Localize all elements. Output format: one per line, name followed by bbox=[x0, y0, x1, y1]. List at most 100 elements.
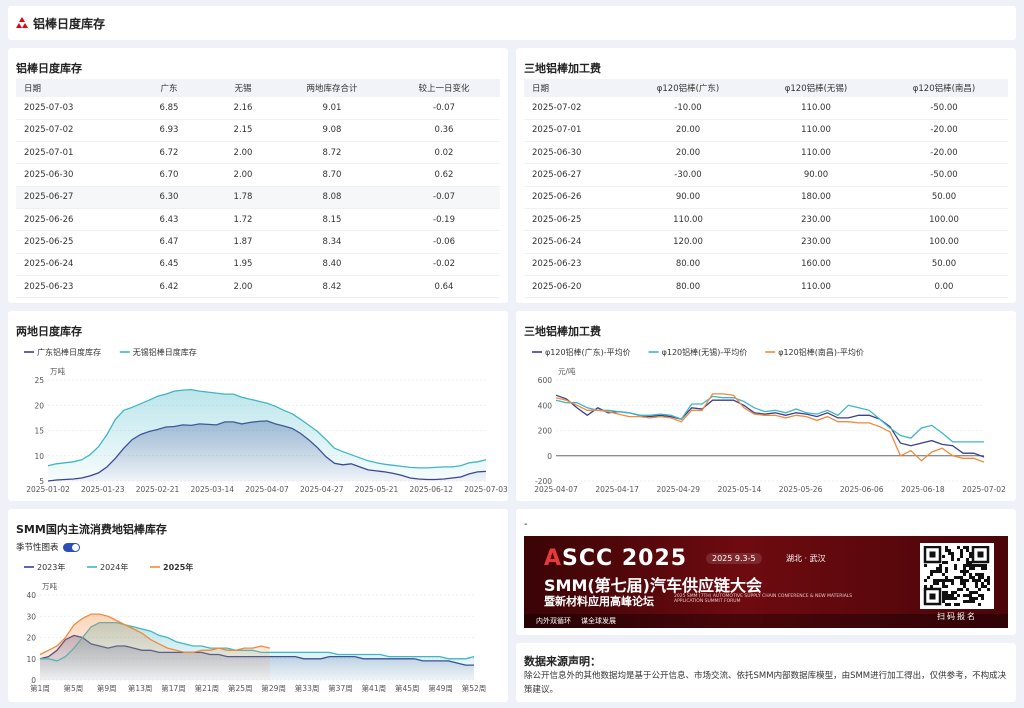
x-tick-label: 2025-01-23 bbox=[81, 485, 125, 494]
table-cell: -50.00 bbox=[880, 97, 1008, 120]
legend-item: φ120铝棒(广东)-平均价 bbox=[545, 347, 631, 357]
seasonal-chart-card: SMM国内主流消费地铝棒库存 季节性图表 2023年 2024年 2025年 万吨 0 1… bbox=[8, 509, 508, 702]
legend-item: 2024年 bbox=[100, 562, 128, 572]
x-tick-label: 2025-07-03 bbox=[464, 485, 508, 494]
table-cell: -0.02 bbox=[388, 253, 500, 276]
conference-banner[interactable]: ASCC 2025 2025 9.3-5 湖北 · 武汉 SMM(第七届)汽车供… bbox=[524, 536, 1008, 628]
column-header: 广东 bbox=[128, 79, 210, 97]
x-tick-label: 2025-02-21 bbox=[136, 485, 180, 494]
inventory-table: 日期 广东 无锡 两地库存合计 较上一日变化 2025-07-03 6.85 2.16 9.0… bbox=[16, 79, 500, 299]
table-cell: 2025-06-30 bbox=[16, 163, 128, 187]
table-cell: 90.00 bbox=[752, 163, 880, 187]
table-cell: 2025-06-20 bbox=[524, 275, 624, 299]
table-row: 2025-07-01 6.72 2.00 8.72 0.02 bbox=[16, 141, 500, 165]
table-cell: 110.00 bbox=[624, 208, 752, 232]
y-tick-label: 0 bbox=[547, 452, 552, 461]
inventory-chart-title: 两地日度库存 bbox=[16, 325, 82, 338]
table-row: 2025-07-01 20.00 110.00 -20.00 bbox=[524, 119, 1008, 143]
series-line bbox=[555, 395, 984, 443]
x-tick-label: 2025-04-17 bbox=[595, 485, 639, 494]
column-header: 日期 bbox=[524, 79, 624, 97]
x-tick-label: 2025-05-21 bbox=[355, 485, 399, 494]
table-cell: -10.00 bbox=[624, 97, 752, 120]
x-tick-label: 第45周 bbox=[395, 683, 420, 693]
y-tick-label: -200 bbox=[535, 477, 552, 486]
seasonal-toggle-switch[interactable] bbox=[62, 542, 80, 552]
banner-subtitle: 暨新材料应用高峰论坛 bbox=[544, 595, 654, 608]
table-cell: 2.15 bbox=[210, 119, 276, 143]
x-tick-label: 第52周 bbox=[462, 683, 487, 693]
fee-table: 日期 φ120铝棒(广东) φ120铝棒(无锡) φ120铝棒(南昌) 2025-07… bbox=[524, 79, 1008, 299]
seasonal-chart-title: SMM国内主流消费地铝棒库存 bbox=[16, 523, 167, 536]
disclaimer-card: 数据来源声明： 除公开信息外的其他数据均是基于公开信息、市场交流、依托SMM内部… bbox=[516, 643, 1016, 702]
table-row: 2025-06-26 90.00 180.00 50.00 bbox=[524, 186, 1008, 209]
table-row: 2025-06-27 -30.00 90.00 -50.00 bbox=[524, 163, 1008, 187]
seasonal-area-chart: 2023年 2024年 2025年万吨010203040第1周 第5周 第9周 第13周第… bbox=[24, 562, 487, 693]
table-row: 2025-07-02 -10.00 110.00 -50.00 bbox=[524, 97, 1008, 120]
y-tick-label: 20 bbox=[34, 401, 44, 410]
inventory-table-title: 铝棒日度库存 bbox=[16, 62, 82, 75]
x-tick-label: 2025-06-12 bbox=[409, 485, 453, 494]
table-cell: 110.00 bbox=[752, 119, 880, 143]
series-area bbox=[40, 614, 270, 680]
legend-item: φ120铝棒(南昌)-平均价 bbox=[778, 347, 864, 357]
table-cell: 2025-07-02 bbox=[524, 97, 624, 120]
qr-code-icon[interactable] bbox=[920, 543, 994, 609]
table-cell: 8.15 bbox=[276, 208, 388, 232]
x-tick-label: 2025-06-18 bbox=[901, 485, 945, 494]
series-line bbox=[555, 393, 985, 463]
y-tick-label: 10 bbox=[26, 655, 36, 664]
y-axis-unit: 万吨 bbox=[42, 581, 57, 591]
x-tick-label: 2025-04-29 bbox=[656, 485, 700, 494]
table-cell: 2025-07-02 bbox=[16, 119, 128, 143]
table-cell: 1.95 bbox=[210, 253, 276, 276]
table-cell: 8.42 bbox=[276, 275, 388, 299]
table-cell: 50.00 bbox=[880, 253, 1008, 276]
fee-line-chart: φ120铝棒(广东)-平均价 φ120铝棒(无锡)-平均价 φ120铝棒(南昌)-平… bbox=[532, 347, 1006, 494]
table-row: 2025-06-23 6.42 2.00 8.42 0.64 bbox=[16, 275, 500, 299]
disclaimer-title: 数据来源声明： bbox=[524, 655, 601, 668]
table-cell: 80.00 bbox=[624, 253, 752, 276]
table-cell: 1.78 bbox=[210, 186, 276, 209]
x-tick-label: 2025-03-14 bbox=[190, 485, 234, 494]
x-tick-label: 第33周 bbox=[295, 683, 320, 693]
table-cell: 1.72 bbox=[210, 208, 276, 232]
x-tick-label: 2025-04-07 bbox=[245, 485, 289, 494]
table-row: 2025-07-03 6.85 2.16 9.01 -0.07 bbox=[16, 97, 500, 120]
y-tick-label: 10 bbox=[34, 452, 44, 461]
column-header: φ120铝棒(南昌) bbox=[880, 79, 1008, 97]
table-cell: -0.07 bbox=[388, 97, 500, 120]
x-tick-label: 2025-05-14 bbox=[718, 485, 762, 494]
legend-item: φ120铝棒(无锡)-平均价 bbox=[662, 347, 748, 357]
legend-item: 广东铝棒日度库存 bbox=[37, 347, 101, 357]
table-cell: 6.43 bbox=[128, 208, 210, 232]
table-cell: 0.36 bbox=[388, 119, 500, 143]
x-tick-label: 第25周 bbox=[228, 683, 253, 693]
table-cell: -20.00 bbox=[880, 141, 1008, 165]
smm-logo-icon bbox=[16, 17, 28, 28]
table-cell: 20.00 bbox=[624, 119, 752, 143]
banner-date: 2025 9.3-5 bbox=[706, 553, 762, 564]
table-cell: 6.70 bbox=[128, 163, 210, 187]
seasonal-toggle-row: 季节性图表 bbox=[16, 541, 80, 553]
y-tick-label: 20 bbox=[26, 634, 36, 643]
table-cell: 9.08 bbox=[276, 119, 388, 143]
table-cell: 100.00 bbox=[880, 230, 1008, 254]
table-cell: 2025-06-30 bbox=[524, 141, 624, 165]
column-header: 无锡 bbox=[210, 79, 276, 97]
table-cell: 8.08 bbox=[276, 186, 388, 209]
table-cell: 2025-06-23 bbox=[524, 253, 624, 276]
table-cell: 2025-06-24 bbox=[16, 253, 128, 276]
series-line bbox=[47, 388, 487, 469]
x-tick-label: 第37周 bbox=[328, 683, 353, 693]
banner-location: 湖北 · 武汉 bbox=[786, 554, 826, 563]
table-cell: -20.00 bbox=[880, 119, 1008, 143]
table-cell: 8.70 bbox=[276, 163, 388, 187]
table-cell: 80.00 bbox=[624, 275, 752, 299]
table-row: 2025-07-02 6.93 2.15 9.08 0.36 bbox=[16, 119, 500, 143]
x-tick-label: 第5周 bbox=[63, 683, 83, 693]
x-tick-label: 第41周 bbox=[362, 683, 387, 693]
table-cell: 2025-06-25 bbox=[16, 230, 128, 254]
banner-bottom-strip: 内外双循环 谋全球发展 bbox=[524, 614, 1008, 628]
table-cell: 6.45 bbox=[128, 253, 210, 276]
